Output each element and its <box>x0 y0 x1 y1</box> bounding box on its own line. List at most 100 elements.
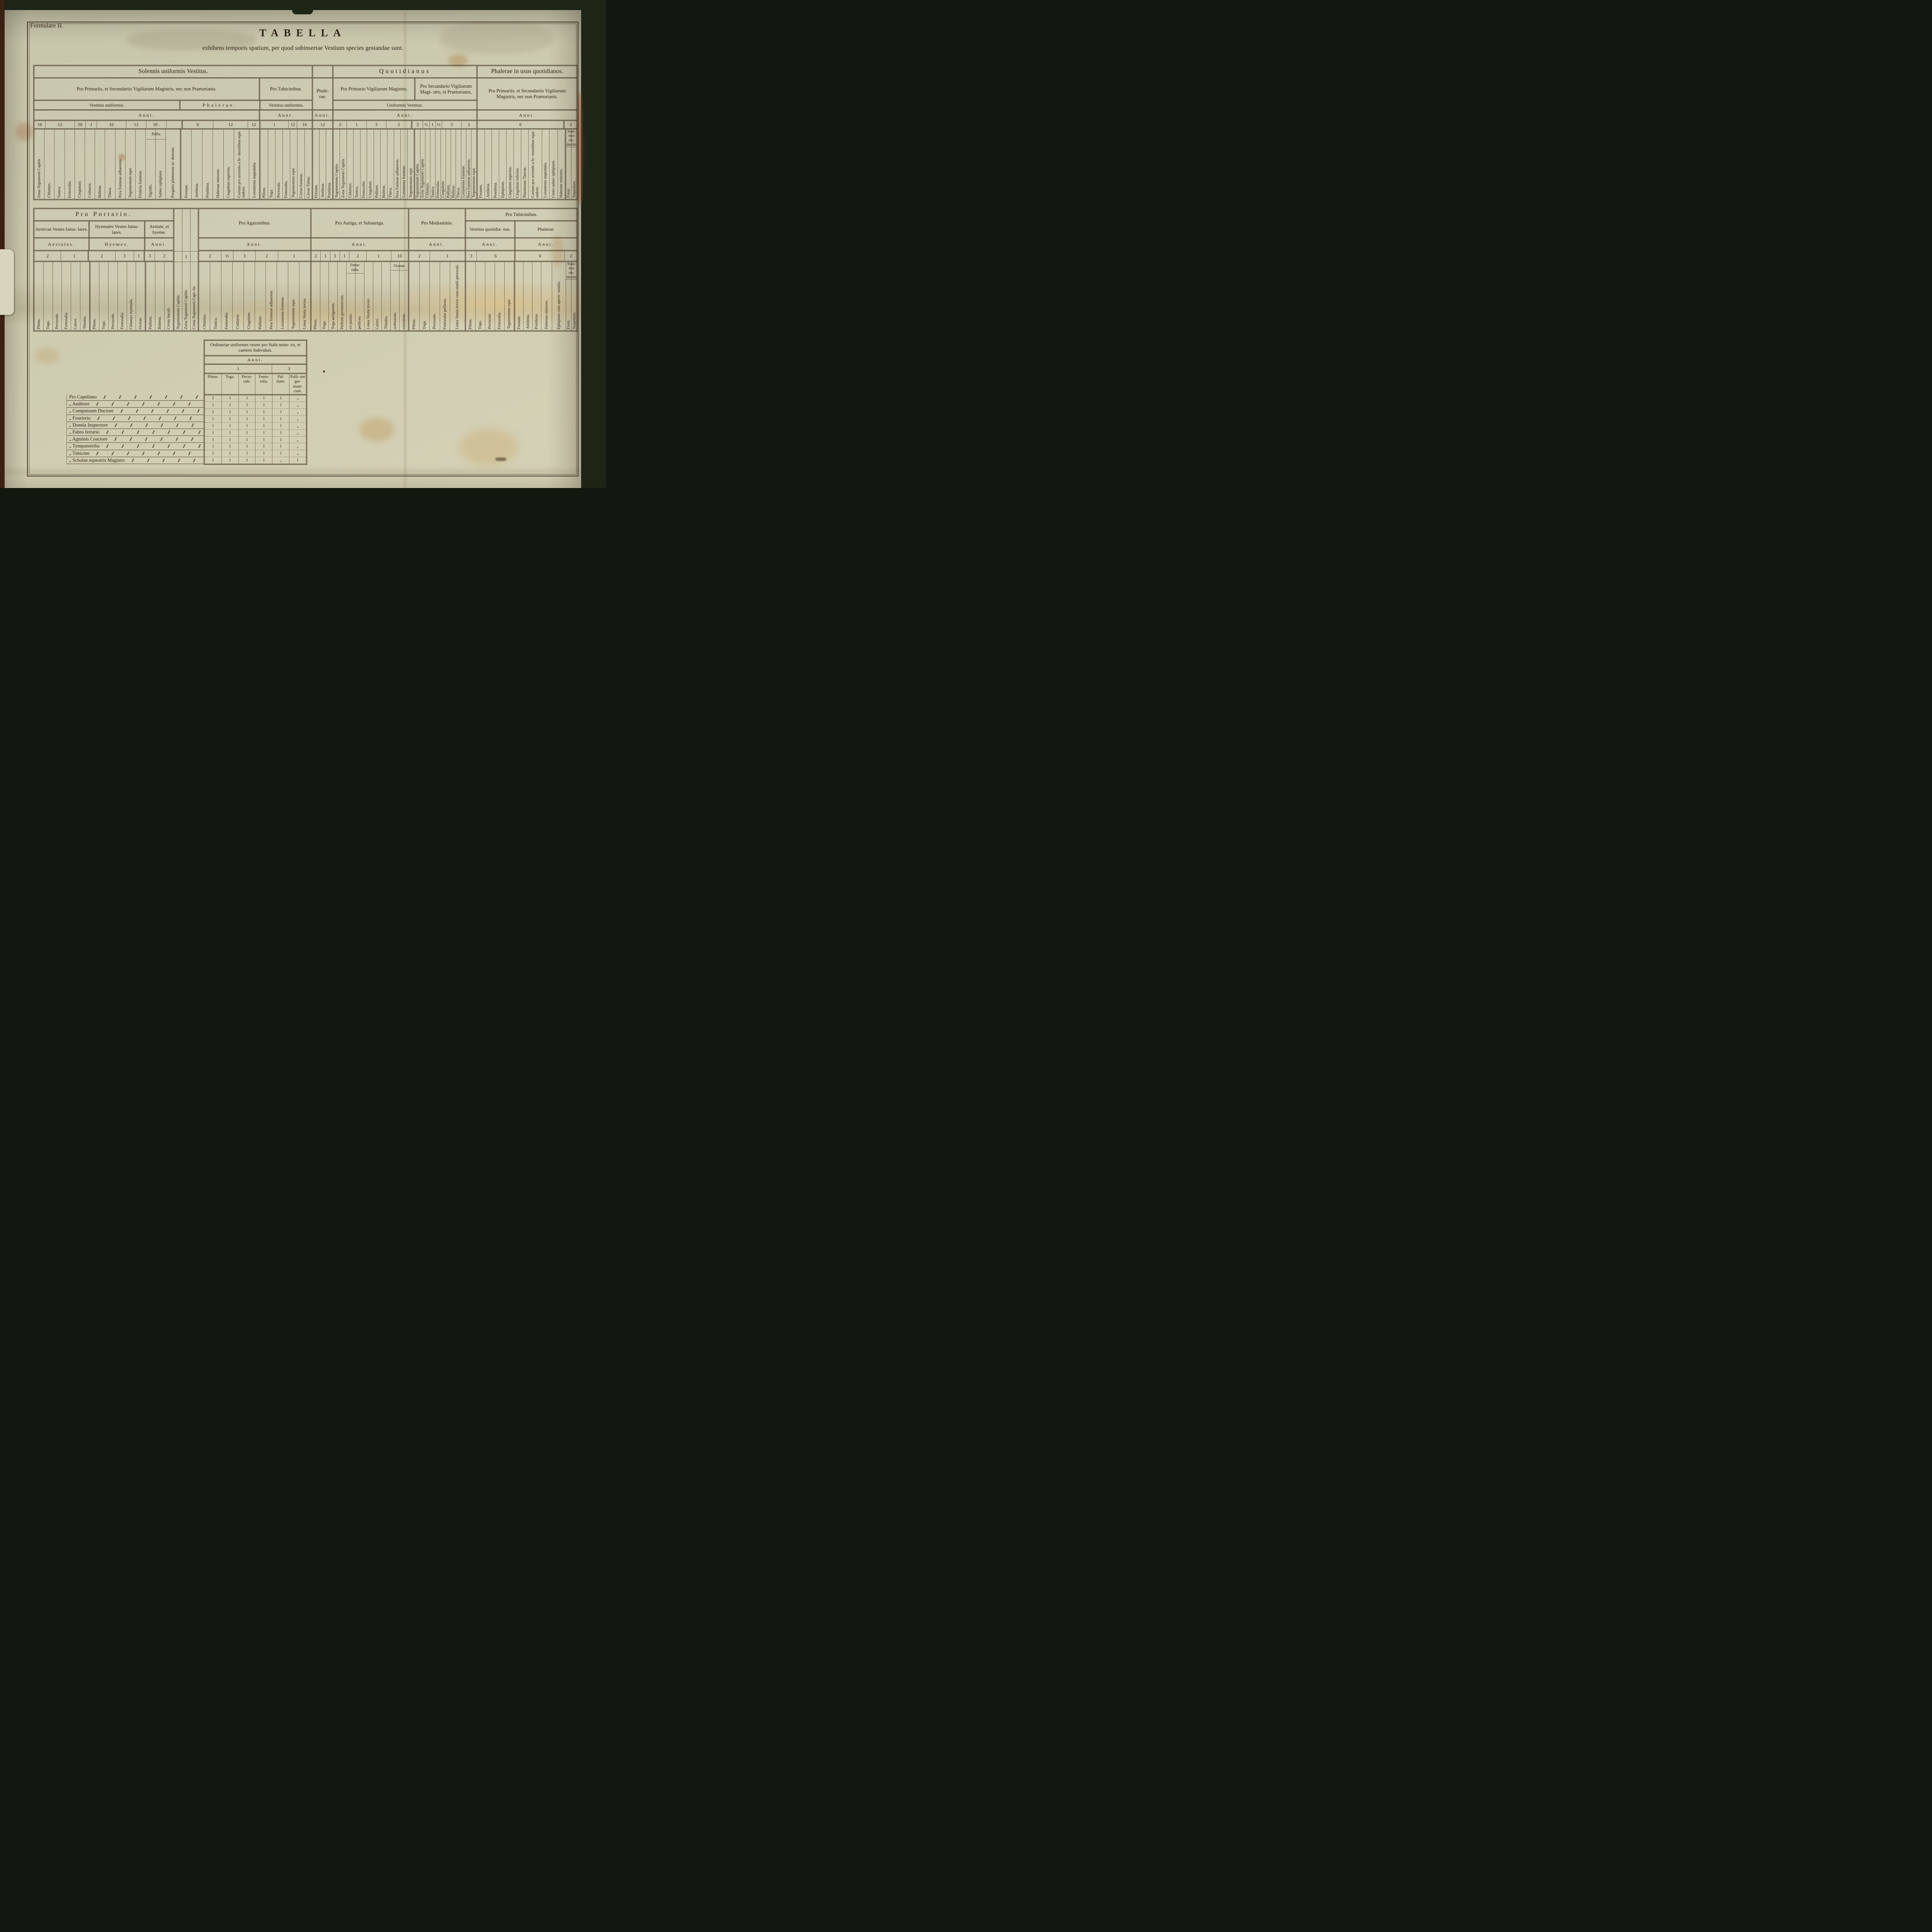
row-label-text: „ Tympanotriba <box>69 443 100 449</box>
value-cell: 1 <box>255 450 272 457</box>
column-label: Pectorale. <box>111 313 115 329</box>
column-header: Femo- ralia. <box>255 374 272 394</box>
value-cell: 1 <box>205 423 221 429</box>
vestium-duration-band: Solennis uniformis Vestitus. Pro Primarii… <box>33 65 578 200</box>
text: Stan- nea ob- ductio <box>566 129 577 147</box>
anni-label: Anni. <box>333 111 476 120</box>
anni-label: Anni. <box>34 111 259 120</box>
text: 1 <box>279 410 282 415</box>
column-labels: Tegumentum Capitis. Zona Tegumenti Capiti… <box>333 129 476 199</box>
column-label-cell: Cento subter ephipium. <box>549 129 558 199</box>
column-label: Ocreae. <box>138 316 143 329</box>
year-number: 2 <box>386 121 412 128</box>
column-headers-row: Pileus. Toga. Pecto- rale. Femo- ralia. Pal-… <box>205 374 306 395</box>
value-cell: 1 <box>238 429 255 436</box>
column-label: Cingulum. <box>77 180 82 198</box>
leader-marks <box>98 395 202 399</box>
column-label-cell: Calcei. <box>372 262 382 330</box>
column-label-cell: Freni. <box>565 262 571 330</box>
value-cell: „ <box>289 422 306 429</box>
year-number: 2 <box>255 251 278 261</box>
year-number: 1 <box>61 251 87 261</box>
text: Anni. <box>315 112 331 118</box>
column-label-cell: Pileus. <box>89 262 99 330</box>
section-title <box>313 66 332 77</box>
band-row: Solennis uniformis Vestitus. <box>34 66 312 78</box>
value-cell: 1 <box>272 429 289 436</box>
text: 1 <box>279 437 282 442</box>
column-label: Subter ephipium <box>158 171 163 198</box>
column-label-cell: ordinariae. <box>390 262 399 330</box>
value-cell: 1 <box>255 395 272 402</box>
band-row: Anni. <box>199 238 310 251</box>
column-label: Toga. <box>322 320 327 329</box>
year-number: 12 <box>288 121 297 128</box>
column-label: Pera frameae adhaerens. <box>395 158 400 198</box>
column-label: Femoralia pellicea. <box>443 298 447 329</box>
text: ½ <box>437 122 441 128</box>
fold-line <box>404 10 406 488</box>
text: 1 <box>246 451 248 456</box>
table-row: 1 1 1 1 1 „ <box>205 422 306 430</box>
text: 1 <box>229 416 231 421</box>
band-row: 2 1 2 3 1 3 2 <box>34 251 173 262</box>
column-labels: Zona Tegumenti Capitis Chlamys. Tunica. Fem… <box>34 129 312 199</box>
year-number: 1 <box>320 251 330 261</box>
text: Aestivae Vestes famu- lares. <box>35 226 88 232</box>
text: 1 <box>263 444 265 449</box>
year-number: ½ <box>423 121 429 128</box>
table-section: Quotidianus Pro Primario Vigiliarum Magis… <box>332 66 476 199</box>
year-number: 2 <box>411 121 423 128</box>
column-label: Linea Vestis levior cum simili pectorali… <box>455 264 460 329</box>
table-section: Pro Agazonibus. Anni. 2 ⅔ 3 2 1 Chlamys. Tunica.… <box>198 209 310 330</box>
column-label: Toga. <box>102 320 106 329</box>
band-row: Anni. <box>409 238 465 251</box>
text: ½ <box>424 122 428 128</box>
column-label: Corium pro arcendo a fe- moralibus equi … <box>531 131 539 198</box>
text: Phalerae. <box>537 226 555 232</box>
group-header: Pro Tubicinibus. <box>466 209 577 220</box>
row-label-text: „ Tubicine <box>69 450 90 456</box>
year-number: 1 <box>366 251 391 261</box>
column-label-cell: Cingulum inferius. <box>514 129 521 199</box>
column-label: Cingulum. <box>368 180 372 198</box>
year-number: 3 <box>442 121 461 128</box>
column-label-cell: Frenum. <box>313 129 319 199</box>
text: Phale- rae. <box>316 88 329 99</box>
column-label-cell: Pectorale. <box>108 262 117 330</box>
text: 1 <box>212 416 214 421</box>
year-number: 1 <box>347 121 366 128</box>
value-cell: „ <box>272 457 289 464</box>
column-label-cell: Femoralia. <box>494 262 504 330</box>
column-label-cell: Antilena. <box>523 262 532 330</box>
band-row <box>313 66 333 78</box>
section-title: Quotidianus <box>333 66 476 77</box>
column-label-cell: curruleae. <box>399 262 408 330</box>
column-label-cell: Femoralia. <box>221 262 232 330</box>
row-label-text: „ Fourierio <box>69 415 91 421</box>
column-label: Toga aurigarum. <box>331 302 335 329</box>
column-label-cell: Antilena. <box>191 129 202 199</box>
text: Pro Primariis, et Secundariis Vigiliarum… <box>77 86 217 92</box>
column-label: Purgatio plumarum ar- dearum. <box>171 147 175 198</box>
band-row: Vestitus uniformis. Phalerae. Vestitus uni… <box>34 101 312 111</box>
column-label-cell: Linea Vestis levior cum simili pectorali… <box>450 262 464 330</box>
anni-label: Hyemes. <box>88 238 144 250</box>
year-number: 1 <box>259 121 288 128</box>
table-section: Phale- rae. Anni. 12 Frenum. Antilena. Postil… <box>312 66 333 199</box>
group-header: Pro Primariis, et Secundariis Vigiliarum… <box>478 78 577 109</box>
column-label-cell: Zona Tegumenti Capitis <box>420 129 425 199</box>
year-number: 6 <box>181 121 213 128</box>
text: Pro Tubicinibus. <box>270 86 302 92</box>
text: 12 <box>320 122 325 128</box>
column-label: Pileus. <box>412 318 417 329</box>
column-label-cell: Tegumentum Capitis. <box>333 129 340 199</box>
value-cell: 1 <box>221 395 238 402</box>
text: „ <box>297 430 299 435</box>
column-label: Frenum. <box>184 184 189 198</box>
text: ⅔ <box>225 253 229 259</box>
column-label-cell: Theca. <box>387 129 394 199</box>
column-label-cell: Balteus. <box>380 129 387 199</box>
band-row: Anni. <box>477 111 577 121</box>
text: Aestates. <box>48 241 75 247</box>
